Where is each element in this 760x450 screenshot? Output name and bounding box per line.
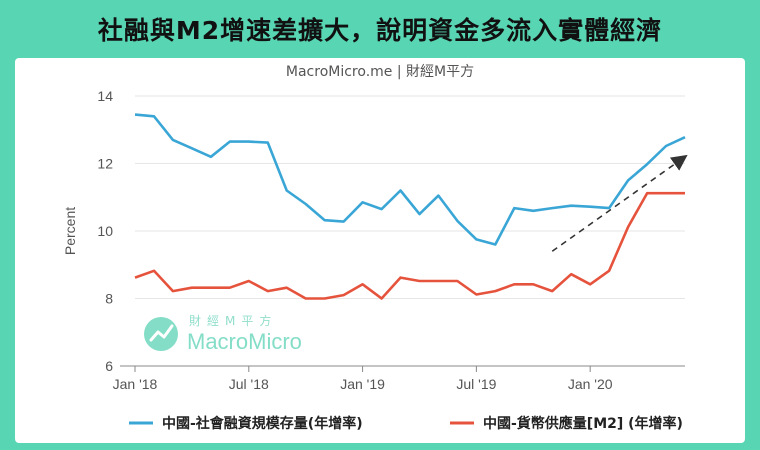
source-label: MacroMicro.me | 財經M平方 bbox=[286, 64, 474, 80]
x-tick-label: Jan '19 bbox=[340, 376, 385, 392]
x-tick-label: Jan '18 bbox=[113, 376, 158, 392]
watermark: 財經M平方 MacroMicro bbox=[144, 313, 302, 354]
annotations bbox=[551, 154, 688, 252]
title-bar: 社融與M2增速差擴大，說明資金多流入實體經濟 bbox=[0, 0, 760, 58]
watermark-brand: MacroMicro bbox=[187, 329, 302, 354]
y-axis-label: Percent bbox=[62, 207, 78, 255]
trend-arrow bbox=[551, 154, 688, 252]
y-tick-label: 12 bbox=[97, 156, 113, 172]
y-tick-label: 14 bbox=[97, 88, 113, 104]
legend-label-2: 中國-貨幣供應量[M2] (年增率) bbox=[483, 415, 683, 432]
legend: 中國-社會融資規模存量(年增率) 中國-貨幣供應量[M2] (年增率) bbox=[129, 415, 683, 432]
y-tick-label: 10 bbox=[97, 223, 113, 239]
x-tick-label: Jan '20 bbox=[568, 376, 613, 392]
series-line-2 bbox=[134, 191, 685, 300]
line-chart: MacroMicro.me | 財經M平方 財經M平方 MacroMicro 6… bbox=[62, 64, 688, 432]
series-line-1 bbox=[134, 113, 686, 246]
chart-panel: MacroMicro.me | 財經M平方 財經M平方 MacroMicro 6… bbox=[15, 58, 745, 443]
axes: 6 8 10 12 14 Jan '18 Jul '18 Jan '19 Jul '19 Jan … bbox=[62, 88, 685, 392]
series bbox=[134, 113, 686, 300]
watermark-sub: 財經M平方 bbox=[189, 313, 277, 328]
x-tick-label: Jul '19 bbox=[456, 376, 496, 392]
y-tick-label: 8 bbox=[105, 291, 113, 307]
y-tick-label: 6 bbox=[105, 358, 113, 374]
legend-label-1: 中國-社會融資規模存量(年增率) bbox=[162, 415, 363, 432]
x-tick-label: Jul '18 bbox=[229, 376, 269, 392]
grid bbox=[135, 95, 685, 299]
chart-title: 社融與M2增速差擴大，說明資金多流入實體經濟 bbox=[97, 16, 663, 45]
